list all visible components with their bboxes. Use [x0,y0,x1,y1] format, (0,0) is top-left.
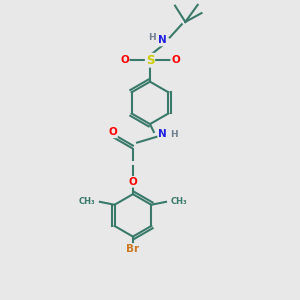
Text: O: O [120,55,129,65]
Text: O: O [171,55,180,65]
Text: H: H [170,130,177,139]
Text: Br: Br [126,244,140,254]
Text: O: O [128,177,137,187]
Text: CH₃: CH₃ [171,197,188,206]
Text: N: N [158,35,167,46]
Text: CH₃: CH₃ [78,197,95,206]
Text: N: N [158,129,167,140]
Text: H: H [148,33,156,42]
Text: O: O [108,127,117,137]
Text: S: S [146,54,154,67]
